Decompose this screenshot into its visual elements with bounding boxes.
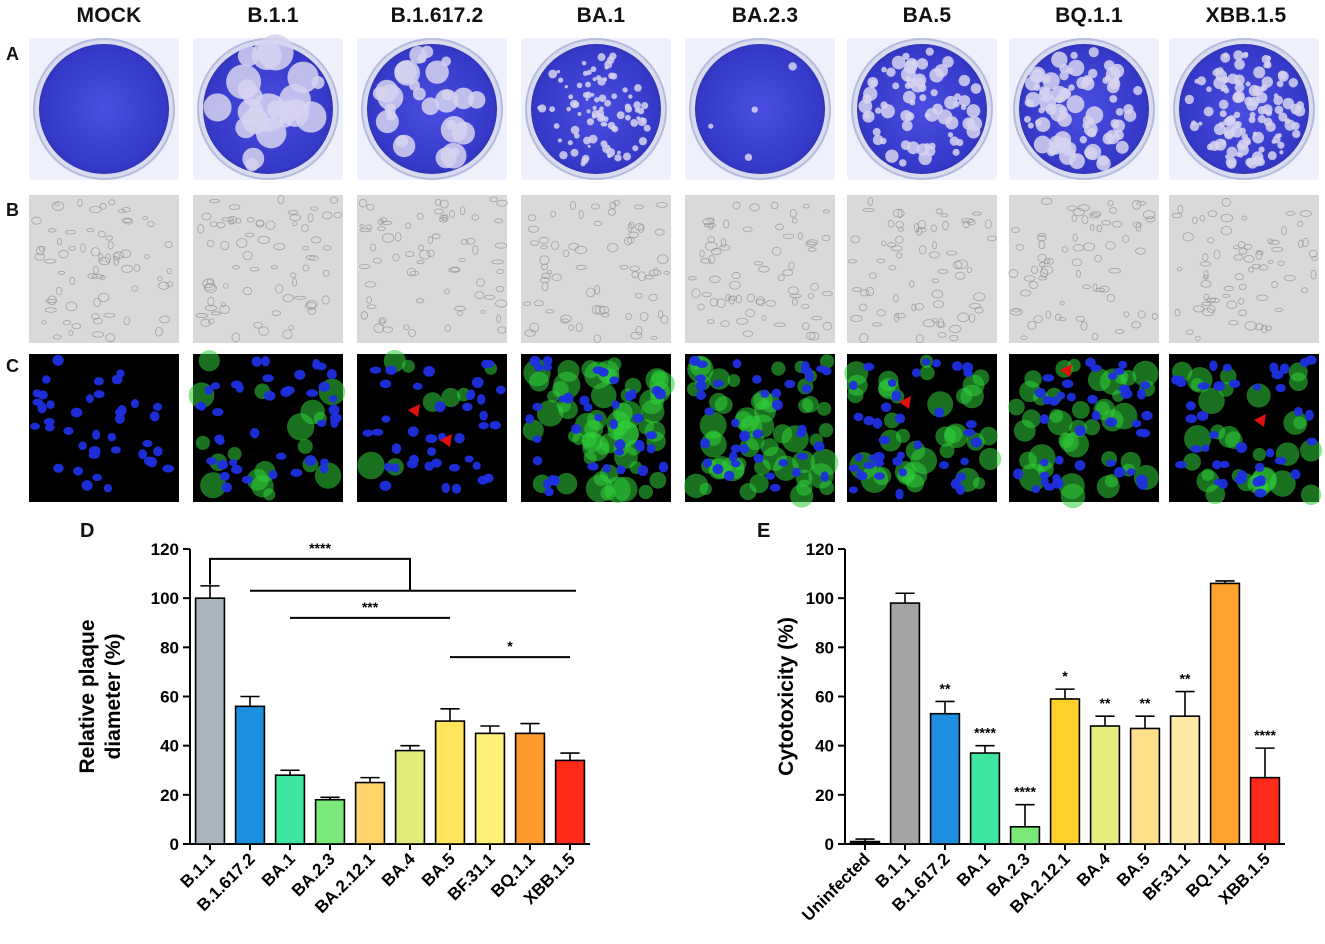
bar <box>1129 727 1161 845</box>
y-tick-label: 0 <box>170 835 179 854</box>
significance-label: * <box>507 638 513 654</box>
significance-label: **** <box>974 725 996 741</box>
y-tick-label: 40 <box>815 737 834 756</box>
brightfield-image-6 <box>1008 195 1159 343</box>
plaque-dish-7 <box>1169 38 1319 180</box>
brightfield-image-0 <box>29 195 179 343</box>
fluorescence-image-4 <box>683 354 839 508</box>
y-tick-label: 120 <box>806 540 834 559</box>
y-tick-label: 80 <box>160 638 179 657</box>
bar <box>394 749 426 845</box>
brightfield-image-5 <box>847 195 997 344</box>
bar <box>849 840 881 845</box>
bar <box>314 798 346 845</box>
fluorescence-image-1 <box>188 350 346 502</box>
bar <box>1009 825 1041 845</box>
x-tick-label: Uninfected <box>798 849 874 925</box>
arrowhead-marker-4 <box>1254 414 1266 427</box>
bar <box>514 732 546 845</box>
arrowhead-marker-0 <box>408 404 420 417</box>
y-tick-label: 20 <box>815 786 834 805</box>
brightfield-image-2 <box>357 195 508 343</box>
column-header-ba1: BA.1 <box>576 4 626 27</box>
significance-label: **** <box>1254 727 1276 743</box>
y-tick-label: 120 <box>151 540 179 559</box>
significance-label: ** <box>940 680 951 696</box>
significance-label: ** <box>1180 671 1191 687</box>
bar <box>969 752 1001 845</box>
panel-label-b: B <box>6 200 19 220</box>
y-tick-label: 0 <box>825 835 834 854</box>
y-axis-label: diameter (%) <box>102 633 125 759</box>
bar <box>354 781 386 845</box>
significance-label: **** <box>309 540 331 556</box>
fluorescence-image-6 <box>1008 354 1159 509</box>
panel-label-e: E <box>757 520 771 542</box>
arrowhead-marker-1 <box>440 434 452 447</box>
y-tick-label: 20 <box>160 786 179 805</box>
column-header-xbb15: XBB.1.5 <box>1205 4 1287 27</box>
column-header-mock: MOCK <box>76 4 142 27</box>
x-tick-label: BA.4 <box>1073 849 1114 890</box>
column-header-b16172: B.1.617.2 <box>390 4 484 27</box>
plaque-dish-0 <box>29 38 179 180</box>
bar <box>434 720 466 845</box>
significance-label: *** <box>362 599 379 615</box>
fluorescence-image-7 <box>1169 354 1323 505</box>
y-tick-label: 60 <box>815 688 834 707</box>
significance-label: ** <box>1140 695 1151 711</box>
y-tick-label: 100 <box>806 589 834 608</box>
brightfield-image-1 <box>193 194 343 343</box>
bar <box>554 759 586 845</box>
y-axis-label: Relative plaque <box>76 619 99 773</box>
fluorescence-image-0 <box>29 354 179 502</box>
column-header-bq11: BQ.1.1 <box>1055 4 1123 27</box>
significance-label: **** <box>1014 784 1036 800</box>
chart-plaque-diameter: 0 20 40 60 80 100 120 Relative plaque diameter (… <box>76 540 590 917</box>
column-header-b11: B.1.1 <box>247 4 299 27</box>
plaque-dish-6 <box>1009 38 1159 180</box>
bar <box>1249 776 1281 845</box>
panel-label-a: A <box>6 44 19 64</box>
y-tick-label: 100 <box>151 589 179 608</box>
plaque-dish-4 <box>685 38 835 180</box>
significance-label: * <box>1062 668 1068 684</box>
fluorescence-image-5 <box>844 354 1002 502</box>
y-tick-label: 80 <box>815 638 834 657</box>
bar <box>929 712 961 845</box>
panel-label-d: D <box>80 520 95 542</box>
arrowhead-marker-2 <box>899 396 911 409</box>
bar <box>1089 725 1121 845</box>
significance-bracket <box>209 557 411 591</box>
plaque-dish-1 <box>193 34 343 180</box>
bar <box>274 774 306 845</box>
fluorescence-image-3 <box>521 354 675 503</box>
brightfield-image-4 <box>685 195 835 343</box>
brightfield-image-3 <box>521 195 671 343</box>
significance-label: ** <box>1100 695 1111 711</box>
panel-label-c: C <box>6 356 19 376</box>
y-tick-label: 40 <box>160 737 179 756</box>
y-tick-label: 60 <box>160 688 179 707</box>
bar <box>1209 582 1241 845</box>
column-header-ba5: BA.5 <box>902 4 952 27</box>
bar <box>1169 715 1201 845</box>
bar <box>194 597 226 845</box>
y-axis-label: Cytotoxicity (%) <box>775 617 798 776</box>
x-tick-label: BA.4 <box>378 849 419 890</box>
plaque-dish-5 <box>847 38 997 180</box>
plaque-dish-2 <box>357 38 507 180</box>
arrowhead-marker-3 <box>1060 364 1072 377</box>
bar <box>889 602 921 845</box>
fluorescence-image-2 <box>357 349 507 502</box>
plaque-dish-3 <box>521 38 671 180</box>
micrograph-grid <box>29 34 1323 509</box>
column-header-ba23: BA.2.3 <box>731 4 799 27</box>
bar <box>474 732 506 845</box>
bar <box>1049 698 1081 845</box>
bar <box>234 705 266 845</box>
chart-cytotoxicity: 0 20 40 60 80 100 120 Cytotoxicity (%) Uninfecte… <box>775 540 1285 925</box>
brightfield-image-7 <box>1169 195 1319 343</box>
